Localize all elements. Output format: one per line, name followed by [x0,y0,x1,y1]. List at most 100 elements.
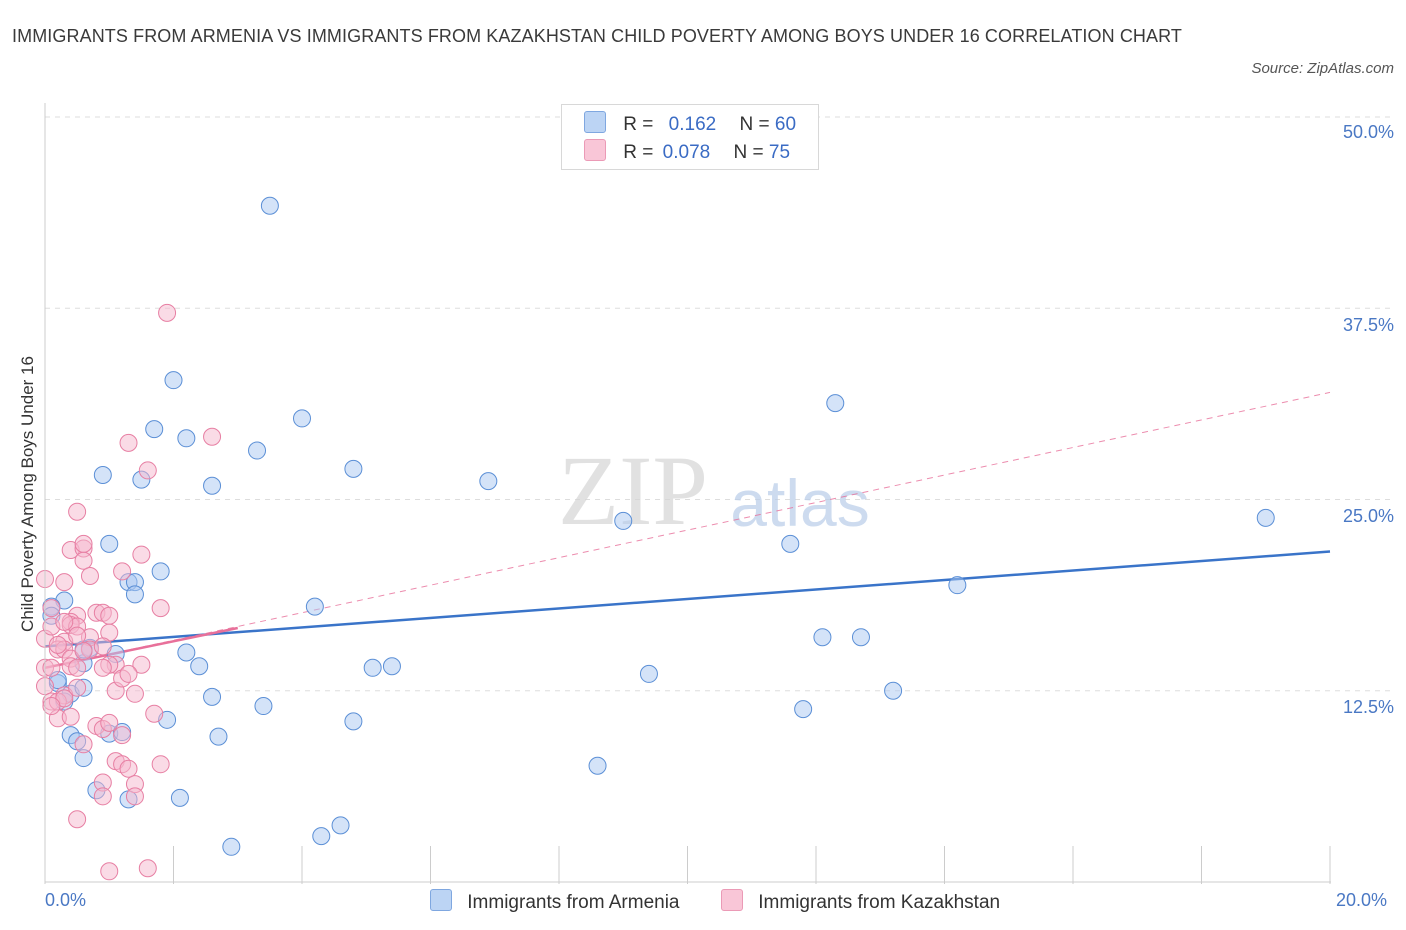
kazakhstan-point [42,697,61,716]
kazakhstan-point [113,726,132,745]
kazakhstan-point [68,502,87,521]
kazakhstan-point [55,612,74,631]
y-axis-label: Child Poverty Among Boys Under 16 [18,356,37,632]
kazakhstan-point [68,658,87,677]
kazakhstan-point [113,562,132,581]
kazakhstan-point [203,427,222,446]
kazakhstan-point [119,759,138,778]
armenia-point [363,658,382,677]
axes [44,103,1331,884]
kazakhstan-point [68,810,87,829]
armenia-point [170,788,189,807]
armenia-point [344,712,363,731]
armenia-point [639,664,658,683]
kazakhstan-point [55,573,74,592]
correlation-legend: R = 0.162 N = 60 R = 0.078 N = 75 [561,104,819,170]
armenia-point [190,657,209,676]
kazakhstan-point [132,545,151,564]
r-label: R = [623,142,654,163]
legend-label: Immigrants from Armenia [467,892,680,913]
armenia-point [293,409,311,428]
armenia-swatch [430,889,452,911]
kazakhstan-point [74,551,93,570]
kazakhstan-point [138,859,157,878]
kazakhstan-point [125,787,144,806]
kazakhstan-point [151,755,170,774]
armenia-point [260,196,279,215]
y-tick-label: 50.0% [1342,122,1394,142]
armenia-point [100,534,119,553]
armenia-point [331,816,350,835]
chart-title: IMMIGRANTS FROM ARMENIA VS IMMIGRANTS FR… [12,26,1182,46]
kazakhstan-point [68,626,87,645]
legend-row-armenia: R = 0.162 N = 60 [584,111,796,139]
armenia-point [344,459,363,478]
kazakhstan-point [100,713,119,732]
y-tick-label: 25.0% [1342,506,1394,526]
legend-item-kazakhstan[interactable]: Immigrants from Kazakhstan [721,889,1000,914]
x-tick-label: 20.0% [1336,890,1388,910]
armenia-point [588,756,607,775]
armenia-point [177,643,196,662]
y-tick-label: 12.5% [1342,697,1394,717]
kazakhstan-point [42,599,61,618]
kazakhstan-point [145,704,164,723]
r-value: 0.162 [668,114,717,135]
legend-item-armenia[interactable]: Immigrants from Armenia [430,889,680,914]
armenia-point [1256,508,1275,527]
n-label: N = [733,142,764,163]
kazakhstan-point [100,862,119,881]
n-value: 75 [768,142,791,163]
kazakhstan-point [42,658,61,677]
armenia-point [203,687,222,706]
kazakhstan-swatch [584,139,606,161]
kazakhstan-point [68,678,87,697]
kazakhstan-point [93,787,112,806]
armenia-point [781,534,800,553]
armenia-point [614,511,633,530]
grid-lines [45,116,1390,692]
armenia-point [382,657,401,676]
x-tick-label: 0.0% [45,890,87,910]
armenia-point [851,628,870,647]
armenia-swatch [584,111,606,133]
armenia-point [203,476,222,495]
armenia-point [948,576,967,595]
kazakhstan-point [119,664,138,683]
watermark-zip: ZIP [558,435,708,546]
armenia-point [164,371,183,390]
legend-label: Immigrants from Kazakhstan [758,892,1001,913]
armenia-point [813,628,832,647]
armenia-point [177,429,196,448]
kazakhstan-point [74,641,93,660]
kazakhstan-point [119,433,138,452]
n-value: 60 [774,114,797,135]
armenia-point [93,466,112,485]
kazakhstan-point [138,461,157,480]
kazakhstan-point [93,658,112,677]
kazakhstan-point [132,655,151,674]
armenia-point [145,420,164,439]
kazakhstan-point [74,735,93,754]
kazakhstan-point [100,606,119,625]
armenia-trend-line [44,550,1331,648]
armenia-point [248,441,267,460]
armenia-point [125,585,144,604]
armenia-point [826,394,845,413]
data-points [36,196,1275,881]
legend-row-kazakhstan: R = 0.078 N = 75 [584,139,790,167]
armenia-point [479,472,498,491]
armenia-point [151,562,170,581]
kazakhstan-point [74,534,93,553]
y-tick-label: 37.5% [1342,315,1394,335]
watermark: ZIP atlas [558,435,870,546]
kazakhstan-point [61,707,80,726]
kazakhstan-swatch [721,889,743,911]
source-label: Source: ZipAtlas.com [1251,60,1394,77]
r-label: R = [623,114,654,135]
kazakhstan-point [93,637,112,656]
kazakhstan-point [125,684,144,703]
r-value: 0.078 [662,142,711,163]
n-label: N = [739,114,770,135]
